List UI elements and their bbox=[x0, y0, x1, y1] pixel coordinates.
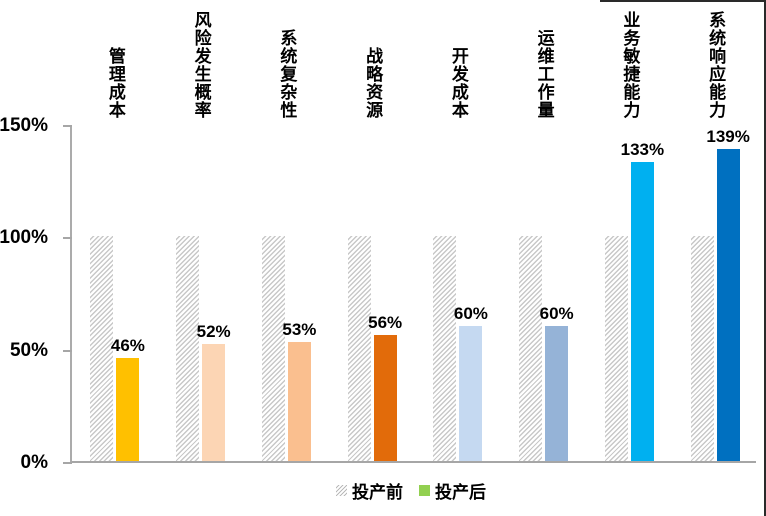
bar-after-6 bbox=[630, 162, 654, 461]
category-label-1: 风险发生概率 bbox=[191, 11, 211, 119]
data-label-7: 139% bbox=[706, 126, 750, 146]
bar-before-5 bbox=[519, 236, 543, 461]
legend-swatch-green bbox=[419, 484, 430, 496]
y-axis-tick bbox=[63, 349, 72, 352]
category-label-2: 系统复杂性 bbox=[277, 29, 297, 119]
legend-label-after: 投产后 bbox=[435, 482, 486, 502]
legend: 投产前 投产后 bbox=[0, 477, 766, 503]
y-axis-tick bbox=[63, 462, 72, 464]
legend-swatch-hatched bbox=[336, 484, 347, 496]
bar-after-1 bbox=[202, 344, 226, 461]
bar-after-3 bbox=[373, 335, 397, 461]
y-axis-tick-label: 0% bbox=[20, 452, 48, 473]
screenshot-border-top bbox=[600, 0, 766, 2]
bar-after-4 bbox=[459, 326, 483, 461]
legend-item-before: 投产前 bbox=[336, 478, 403, 503]
data-label-3: 56% bbox=[368, 313, 403, 333]
bar-before-0 bbox=[90, 236, 114, 461]
data-label-1: 52% bbox=[196, 322, 231, 342]
category-label-7: 系统响应能力 bbox=[706, 11, 726, 119]
data-label-5: 60% bbox=[539, 304, 574, 324]
bar-before-6 bbox=[604, 236, 628, 461]
bar-after-7 bbox=[716, 148, 740, 461]
bar-before-3 bbox=[347, 236, 371, 461]
data-label-0: 46% bbox=[110, 335, 145, 355]
legend-item-after: 投产后 bbox=[419, 478, 486, 503]
y-axis-tick-label: 50% bbox=[9, 339, 48, 361]
category-label-6: 业务敏捷能力 bbox=[620, 11, 640, 119]
category-label-3: 战略资源 bbox=[363, 47, 383, 119]
legend-label-before: 投产前 bbox=[352, 482, 403, 502]
bar-before-2 bbox=[261, 236, 285, 461]
bar-after-0 bbox=[116, 357, 140, 461]
category-label-4: 开发成本 bbox=[448, 47, 468, 119]
data-label-2: 53% bbox=[282, 319, 317, 339]
data-label-6: 133% bbox=[620, 140, 665, 160]
y-axis-tick bbox=[63, 237, 72, 240]
bar-before-1 bbox=[176, 236, 200, 461]
y-axis-tick bbox=[63, 125, 72, 127]
plot-area: 0% 50% 100% 150% 46% 52% 53% 56% 60% 60% 133% 139% bbox=[0, 116, 756, 473]
bar-before-7 bbox=[690, 236, 714, 461]
y-axis-tick-label: 150% bbox=[0, 115, 48, 136]
category-axis-labels: 管理成本 风险发生概率 系统复杂性 战略资源 开发成本 运维工作量 业务敏捷能力 系统响应能力 bbox=[70, 0, 756, 121]
y-axis-tick-label: 100% bbox=[0, 227, 48, 249]
data-label-4: 60% bbox=[453, 304, 488, 324]
bar-after-5 bbox=[545, 326, 569, 461]
bar-before-4 bbox=[433, 236, 457, 461]
category-label-0: 管理成本 bbox=[105, 47, 125, 119]
screenshot-border-right bbox=[764, 0, 766, 516]
bar-after-2 bbox=[287, 341, 311, 461]
category-label-5: 运维工作量 bbox=[534, 29, 554, 119]
